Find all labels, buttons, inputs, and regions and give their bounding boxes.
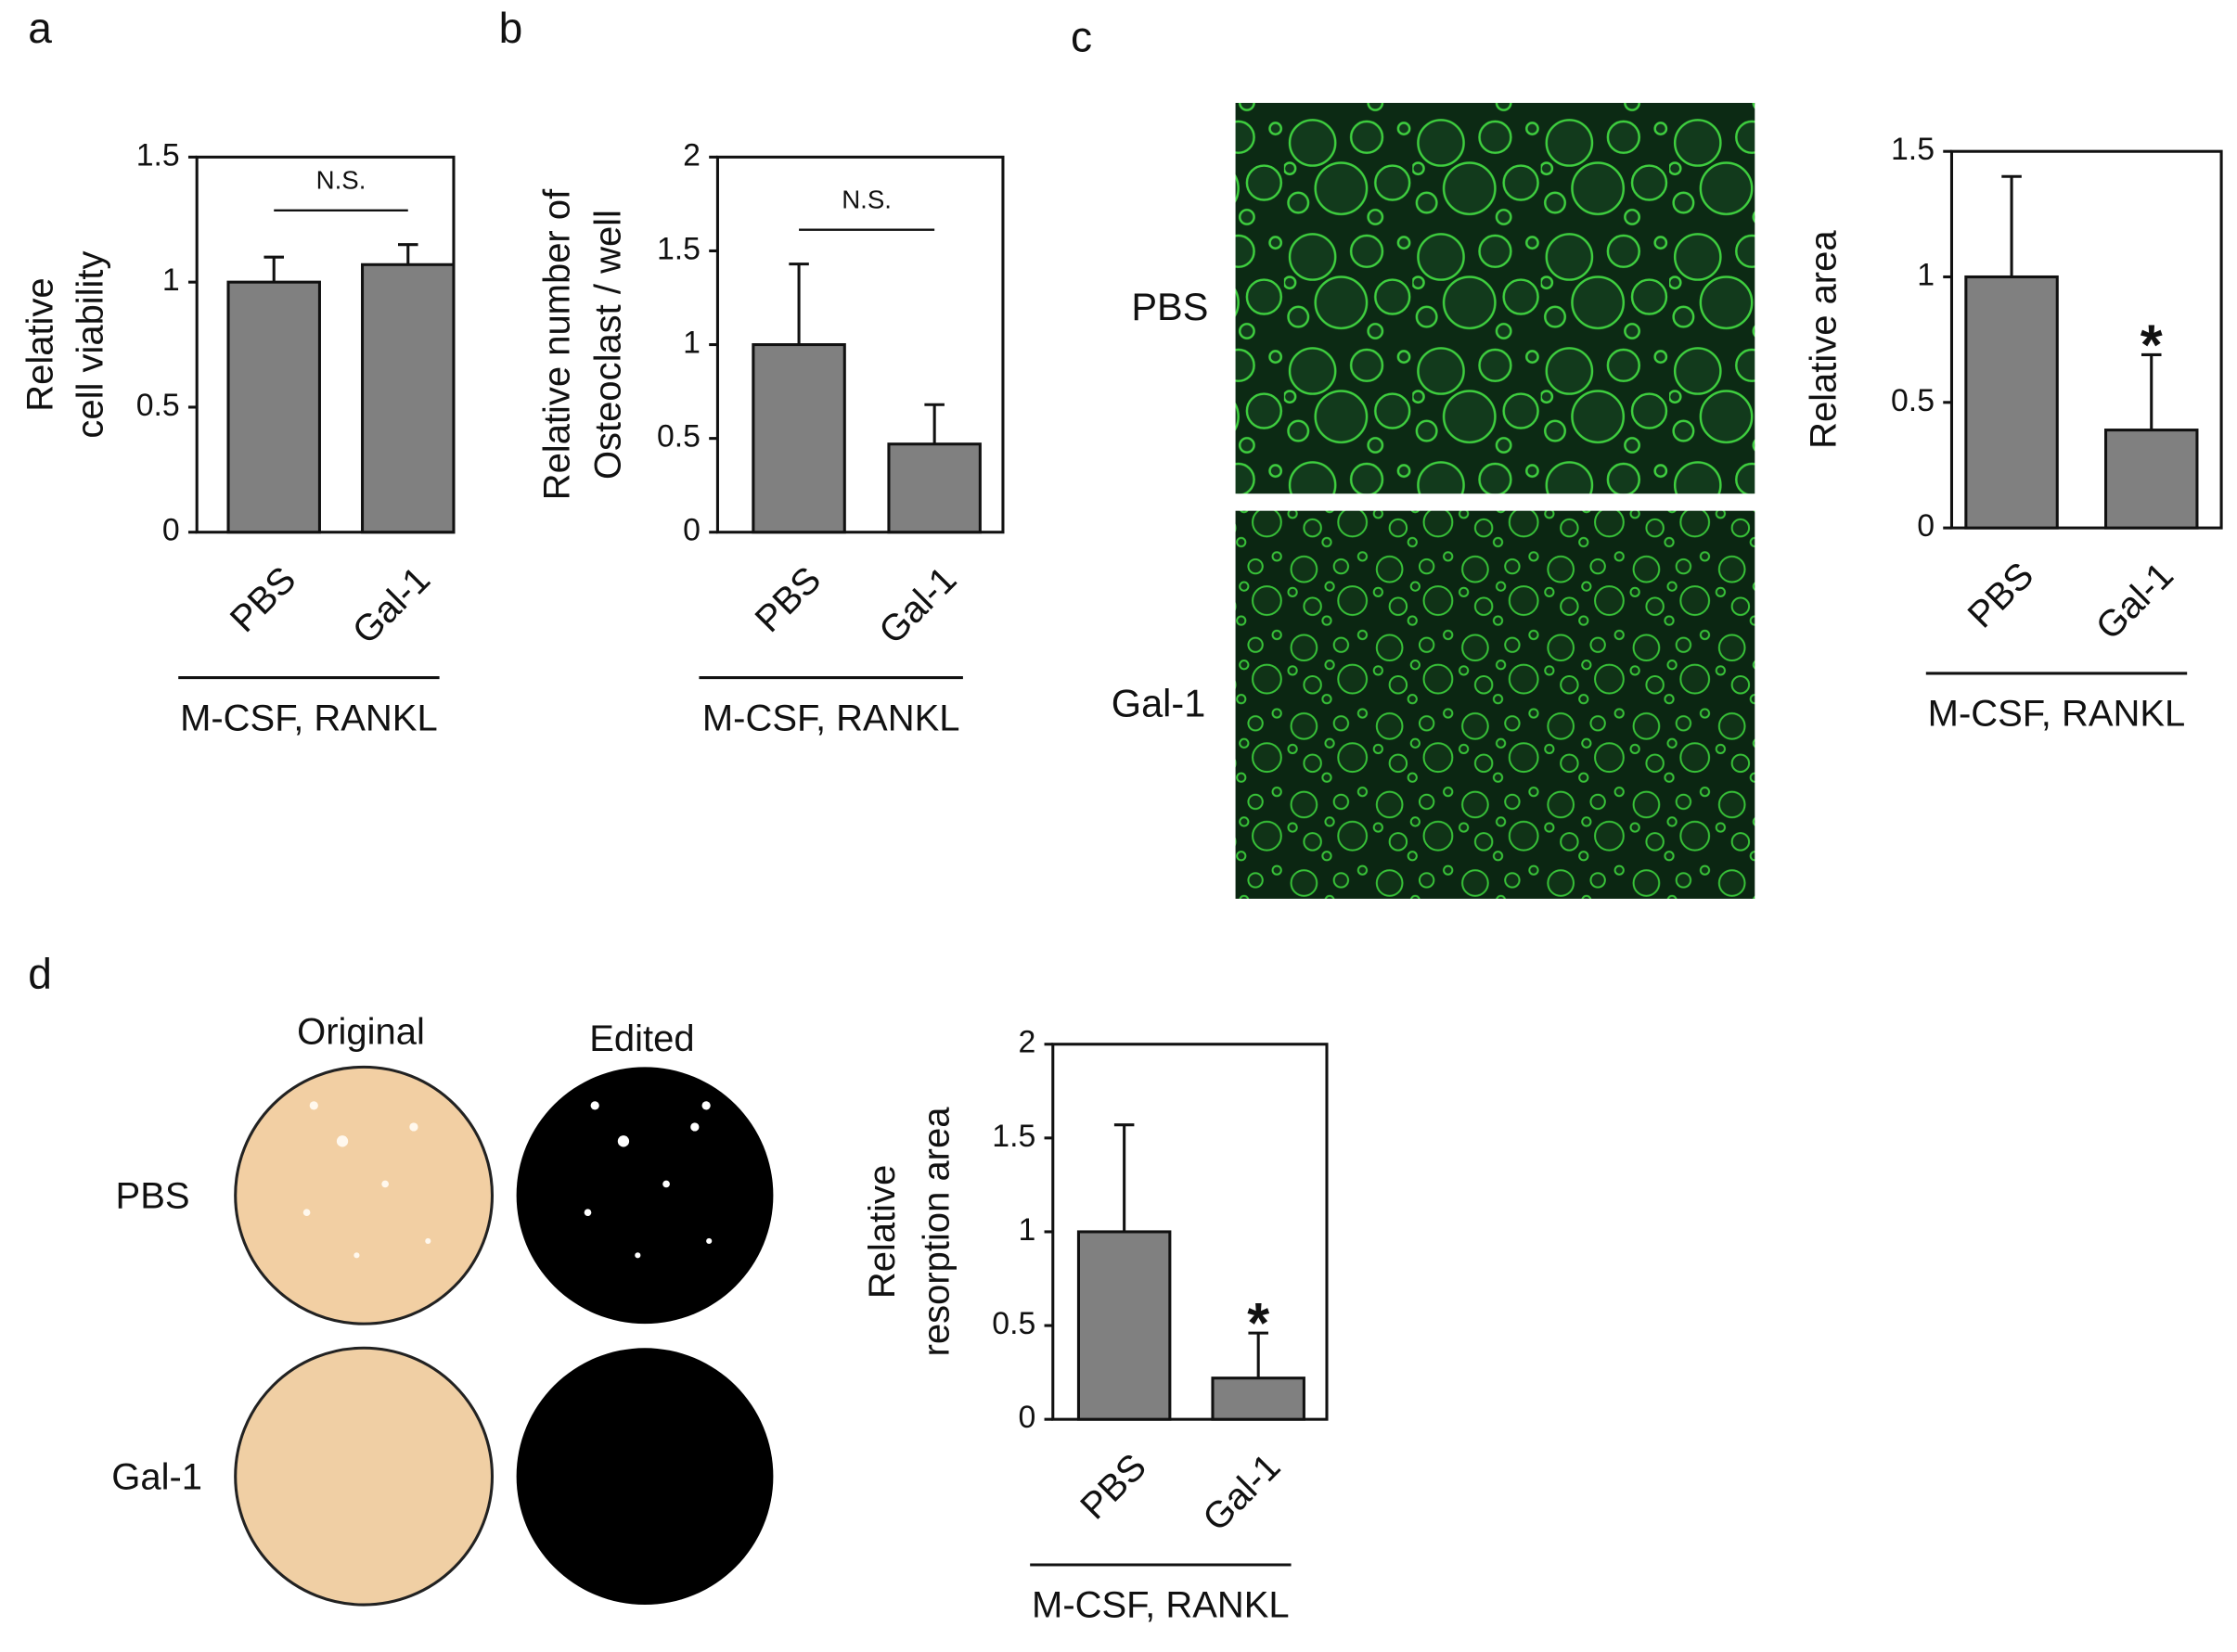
bar <box>887 442 982 534</box>
y-tick-label: 0.5 <box>657 419 701 455</box>
y-tick-label: 0 <box>162 513 180 548</box>
dish-photo <box>234 1346 495 1607</box>
y-axis-label: Relative area <box>1804 230 1845 449</box>
y-tick-label: 0.5 <box>136 388 180 423</box>
x-tick-label: Gal-1 <box>871 559 964 652</box>
pits <box>302 1101 431 1259</box>
bar <box>361 263 456 534</box>
bar <box>226 280 321 534</box>
bar <box>2104 429 2199 530</box>
y-tick-label: 0 <box>683 513 701 548</box>
panel-label: b <box>499 4 523 52</box>
pits <box>584 1101 713 1259</box>
bar <box>752 343 846 534</box>
y-tick-label: 1 <box>1019 1212 1036 1248</box>
micrograph <box>1235 102 1755 494</box>
y-tick-label: 1.5 <box>657 231 701 266</box>
y-tick-label: 2 <box>1019 1025 1036 1060</box>
micrograph <box>1235 510 1755 899</box>
panel-label: a <box>28 4 52 52</box>
significance-label: N.S. <box>316 165 366 194</box>
group-label: M-CSF, RANKL <box>702 698 960 738</box>
bar <box>1211 1377 1305 1421</box>
y-axis-label: Relative number of <box>536 188 577 500</box>
group-label: M-CSF, RANKL <box>180 698 438 738</box>
y-axis-label: Relative <box>862 1165 903 1299</box>
x-tick-label: Gal-1 <box>345 559 438 652</box>
y-tick-label: 1 <box>1917 257 1935 292</box>
group-label: M-CSF, RANKL <box>1032 1585 1290 1626</box>
dish-edited <box>516 1067 774 1325</box>
x-tick-label: PBS <box>1961 555 2042 636</box>
row-label: Gal-1 <box>111 1456 202 1497</box>
y-axis-label: resorption area <box>916 1107 957 1357</box>
bar <box>1964 275 2059 530</box>
row-label: PBS <box>116 1175 190 1216</box>
significance-label: * <box>1247 1291 1269 1355</box>
x-tick-label: PBS <box>223 559 304 641</box>
x-tick-label: Gal-1 <box>1195 1446 1288 1539</box>
y-tick-label: 0.5 <box>1891 383 1935 418</box>
plot-frame <box>1949 149 2223 530</box>
y-tick-label: 1.5 <box>136 137 180 173</box>
y-tick-label: 0 <box>1019 1400 1036 1435</box>
group-label: M-CSF, RANKL <box>1928 694 2186 735</box>
dish-photo <box>234 1065 495 1325</box>
x-tick-label: Gal-1 <box>2089 555 2181 647</box>
x-tick-label: PBS <box>1073 1446 1154 1528</box>
y-tick-label: 2 <box>683 137 701 173</box>
panel-label: c <box>1071 12 1092 60</box>
bar <box>1076 1230 1172 1421</box>
y-tick-label: 1.5 <box>1891 132 1935 167</box>
column-label: Edited <box>589 1018 694 1059</box>
y-axis-label: Osteoclast / well <box>588 210 629 480</box>
y-tick-label: 0.5 <box>992 1306 1035 1341</box>
dish-edited <box>516 1348 774 1606</box>
row-label: PBS <box>1131 285 1208 328</box>
significance-label: N.S. <box>842 185 892 213</box>
significance-label: * <box>2141 314 2163 378</box>
row-label: Gal-1 <box>1112 681 1205 724</box>
y-tick-label: 1.5 <box>992 1119 1035 1154</box>
column-label: Original <box>297 1012 425 1053</box>
y-axis-label: cell viability <box>71 250 111 438</box>
panel-label: d <box>28 950 52 998</box>
y-tick-label: 1 <box>683 325 701 360</box>
y-tick-label: 0 <box>1917 508 1935 544</box>
y-axis-label: Relative <box>20 277 61 411</box>
x-tick-label: PBS <box>748 559 829 641</box>
y-tick-label: 1 <box>162 263 180 298</box>
